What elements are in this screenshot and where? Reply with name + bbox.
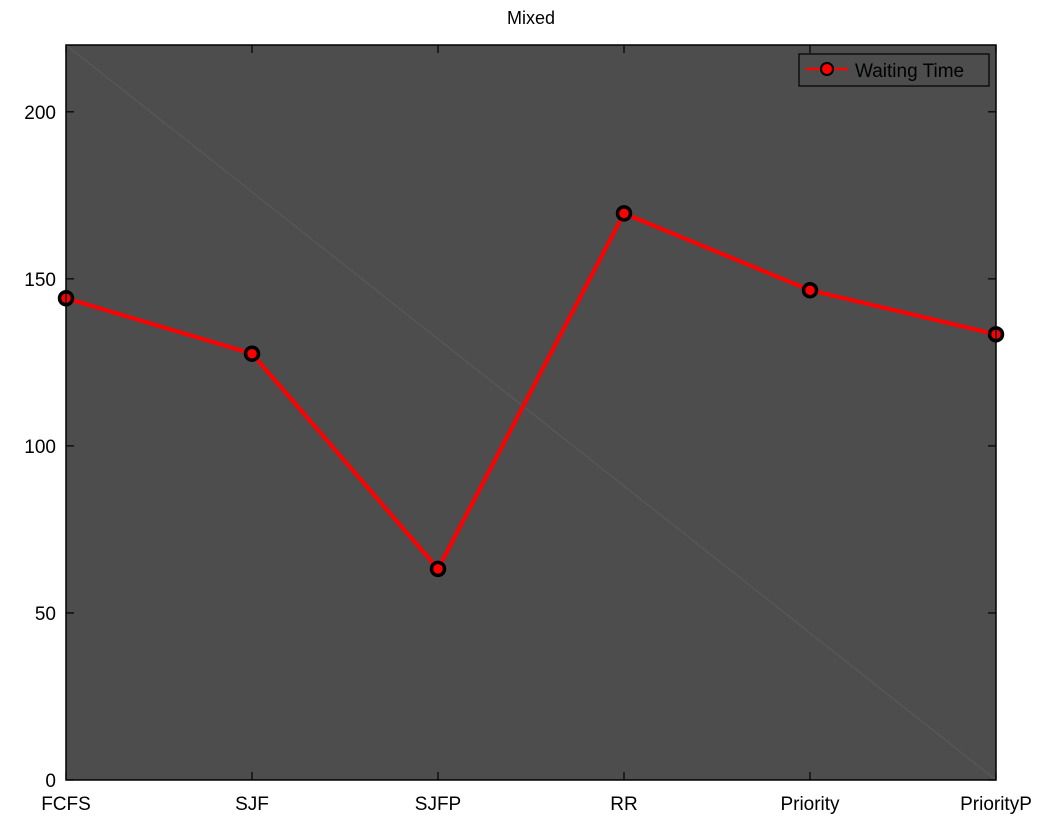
- diagonal-artifact-line: [65, 44, 997, 781]
- y-tick-label: 200: [24, 103, 56, 124]
- x-tick-label: SJFP: [415, 794, 461, 815]
- chart-title: Mixed: [507, 8, 555, 28]
- y-tick-label: 0: [45, 771, 56, 792]
- x-tick-label: RR: [610, 794, 637, 815]
- data-point: [615, 205, 633, 222]
- plot-frame: [65, 44, 997, 781]
- legend: Waiting Time: [798, 53, 990, 87]
- data-point: [429, 560, 447, 578]
- data-point: [801, 281, 819, 299]
- legend-marker: [820, 62, 834, 76]
- series-layer: [57, 205, 1005, 578]
- legend-label: Waiting Time: [855, 61, 964, 82]
- tick-layer: 0 50 100 150 200 FCFS SJF SJFP RR Priority Priorit…: [24, 45, 1032, 815]
- x-tick-label: Priority: [780, 794, 840, 815]
- y-tick-label: 150: [24, 270, 56, 291]
- x-tick-label: PriorityP: [960, 794, 1032, 815]
- x-tick-label: SJF: [235, 794, 269, 815]
- series-line: [64, 211, 998, 571]
- y-tick-label: 50: [35, 604, 56, 625]
- y-tick-label: 100: [24, 437, 56, 458]
- data-point: [243, 345, 261, 362]
- plot-area: 0 50 100 150 200 FCFS SJF SJFP RR Priority Priorit…: [24, 44, 1032, 815]
- x-tick-label: FCFS: [41, 794, 91, 815]
